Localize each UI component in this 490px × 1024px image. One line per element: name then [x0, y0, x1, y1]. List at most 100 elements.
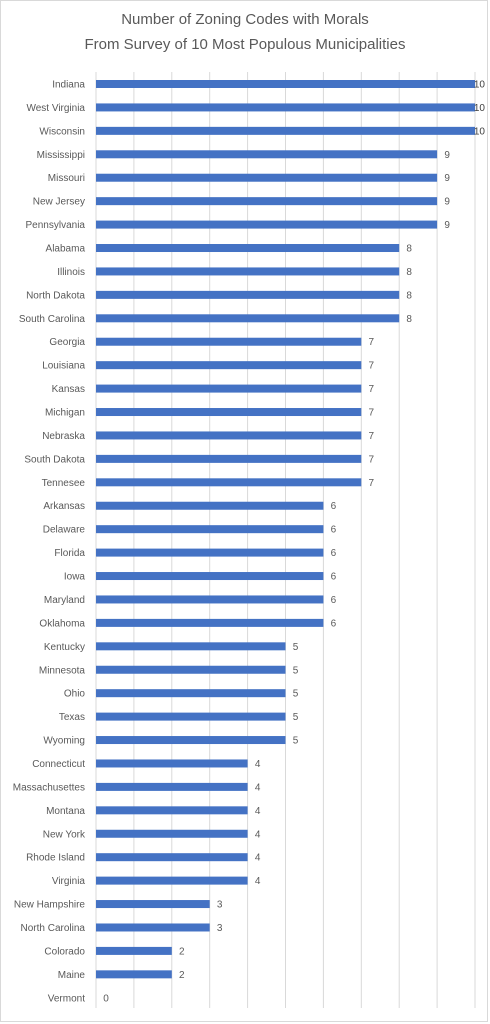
- data-label: 7: [369, 337, 375, 348]
- category-label: Virginia: [52, 876, 86, 887]
- data-label: 6: [331, 548, 337, 559]
- data-label: 5: [293, 642, 299, 653]
- bar: [96, 478, 362, 487]
- bar: [96, 595, 324, 604]
- category-label: Arkansas: [43, 501, 85, 512]
- bar: [96, 244, 400, 253]
- category-label: Vermont: [48, 993, 85, 1004]
- category-label: Alabama: [46, 244, 86, 255]
- data-label: 10: [474, 80, 486, 91]
- data-label: 7: [369, 478, 375, 489]
- bar: [96, 431, 362, 440]
- category-label: Wyoming: [43, 736, 85, 747]
- category-label: Maine: [58, 970, 86, 981]
- bar: [96, 314, 400, 323]
- bar: [96, 853, 248, 862]
- category-label: Louisiana: [42, 361, 85, 372]
- bar: [96, 923, 210, 932]
- category-label: Pennsylvania: [26, 220, 86, 231]
- bar: [96, 384, 362, 393]
- data-label: 2: [179, 970, 185, 981]
- bar: [96, 876, 248, 885]
- bar: [96, 618, 324, 627]
- category-label: Texas: [59, 712, 85, 723]
- category-label: Michigan: [45, 408, 85, 419]
- bar: [96, 736, 286, 745]
- category-label: Rhode Island: [26, 853, 85, 864]
- data-label: 8: [406, 244, 412, 255]
- bar: [96, 408, 362, 417]
- category-label: North Dakota: [26, 290, 85, 301]
- category-label: South Dakota: [24, 454, 85, 465]
- category-label: Missouri: [48, 173, 85, 184]
- bar: [96, 642, 286, 651]
- bar: [96, 126, 475, 135]
- data-label: 7: [369, 384, 375, 395]
- bar: [96, 548, 324, 557]
- data-label: 5: [293, 665, 299, 676]
- data-label: 2: [179, 946, 185, 957]
- bar: [96, 712, 286, 721]
- bar: [96, 689, 286, 698]
- data-label: 8: [406, 290, 412, 301]
- bar: [96, 900, 210, 909]
- data-label: 3: [217, 900, 223, 911]
- data-label: 4: [255, 782, 261, 793]
- bar: [96, 80, 475, 88]
- category-label: Illinois: [57, 267, 85, 278]
- data-label: 9: [444, 220, 450, 231]
- bar: [96, 501, 324, 510]
- labels: Indiana 10 West Virginia 10 Wisconsin 10 Missi…: [13, 80, 486, 1005]
- data-label: 0: [103, 993, 109, 1004]
- chart-title-line-1: Number of Zoning Codes with Morals: [121, 11, 369, 28]
- category-label: South Carolina: [19, 314, 86, 325]
- data-label: 5: [293, 712, 299, 723]
- bars: [96, 80, 475, 979]
- bar: [96, 454, 362, 463]
- bar: [96, 525, 324, 534]
- bar: [96, 361, 362, 370]
- data-label: 3: [217, 923, 223, 934]
- data-label: 10: [474, 103, 486, 114]
- chart-title-line-2: From Survey of 10 Most Populous Municipa…: [84, 36, 406, 53]
- category-label: Tennesee: [42, 478, 86, 489]
- category-label: Georgia: [49, 337, 85, 348]
- data-label: 7: [369, 361, 375, 372]
- bar: [96, 197, 438, 206]
- data-label: 6: [331, 572, 337, 583]
- bar: [96, 806, 248, 815]
- bar: [96, 290, 400, 299]
- data-label: 8: [406, 267, 412, 278]
- category-label: New Jersey: [33, 197, 85, 208]
- category-label: Indiana: [52, 80, 85, 91]
- bar: [96, 946, 172, 955]
- data-label: 7: [369, 454, 375, 465]
- bar: [96, 665, 286, 674]
- category-label: Mississippi: [37, 150, 85, 161]
- category-label: Wisconsin: [39, 126, 85, 137]
- category-label: Massachusettes: [13, 782, 85, 793]
- data-label: 7: [369, 431, 375, 442]
- bar: [96, 572, 324, 581]
- bar: [96, 759, 248, 768]
- bar: [96, 970, 172, 979]
- data-label: 9: [444, 197, 450, 208]
- data-label: 4: [255, 853, 261, 864]
- data-label: 4: [255, 829, 261, 840]
- bar: [96, 337, 362, 346]
- category-label: Iowa: [64, 572, 86, 583]
- bar: [96, 782, 248, 791]
- data-label: 5: [293, 736, 299, 747]
- category-label: Montana: [46, 806, 85, 817]
- data-label: 5: [293, 689, 299, 700]
- data-label: 9: [444, 150, 450, 161]
- data-label: 9: [444, 173, 450, 184]
- data-label: 10: [474, 126, 486, 137]
- data-label: 6: [331, 501, 337, 512]
- category-label: Nebraska: [42, 431, 85, 442]
- category-label: New York: [43, 829, 86, 840]
- gridlines: [95, 72, 476, 1008]
- data-label: 7: [369, 408, 375, 419]
- category-label: Ohio: [64, 689, 86, 700]
